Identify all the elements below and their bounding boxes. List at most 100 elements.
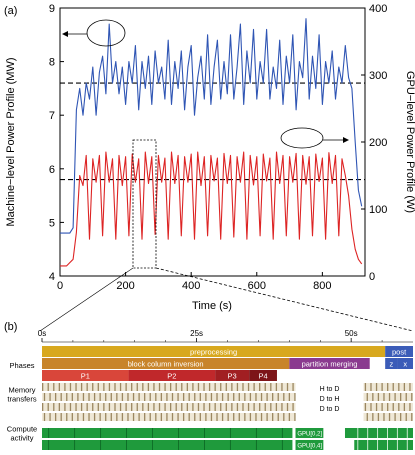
memory-transfer-mark <box>411 413 413 421</box>
memory-transfer-mark <box>121 413 124 421</box>
right-tick-label: 300 <box>369 70 387 82</box>
memory-transfer-mark <box>242 383 244 391</box>
memory-transfer-mark <box>105 393 107 401</box>
memory-transfer-mark <box>149 413 151 421</box>
memory-transfer-mark <box>264 403 266 411</box>
memory-transfer-mark <box>288 413 291 421</box>
memory-transfer-mark <box>366 413 368 421</box>
memory-transfer-mark <box>119 383 122 391</box>
memory-transfer-mark <box>387 403 389 411</box>
memory-transfer-mark <box>364 383 367 391</box>
memory-transfer-mark <box>272 393 274 401</box>
compute-lane-divider <box>100 440 102 450</box>
memory-transfer-mark <box>398 383 400 391</box>
memory-transfer-mark <box>208 403 211 411</box>
memory-transfer-mark <box>88 413 90 421</box>
memory-transfer-mark <box>158 383 161 391</box>
memory-transfer-mark <box>121 393 124 401</box>
compute-lane-divider <box>406 428 408 438</box>
memory-transfer-mark <box>60 393 62 401</box>
arrowhead-right-icon <box>343 137 349 143</box>
memory-transfer-mark <box>86 383 88 391</box>
memory-transfer-mark <box>372 393 374 401</box>
memory-lane-bg <box>42 393 296 401</box>
memory-transfer-mark <box>166 393 168 401</box>
memory-transfer-mark <box>375 403 378 411</box>
memory-transfer-mark <box>66 413 68 421</box>
left-tick-label: 8 <box>49 57 55 69</box>
memory-transfer-mark <box>205 393 207 401</box>
memory-transfer-mark <box>255 413 257 421</box>
memory-transfer-mark <box>42 383 44 391</box>
memory-transfer-mark <box>144 413 146 421</box>
timeline-tick-label: 50s <box>345 329 358 338</box>
memory-transfer-mark <box>116 393 118 401</box>
memory-transfer-mark <box>88 393 90 401</box>
memory-transfer-mark <box>247 403 250 411</box>
memory-transfer-mark <box>136 383 138 391</box>
memory-transfer-mark <box>403 403 406 411</box>
memory-transfer-mark <box>377 413 380 421</box>
memory-transfer-mark <box>244 393 246 401</box>
memory-transfer-mark <box>93 413 96 421</box>
memory-transfer-mark <box>103 403 105 411</box>
memory-transfer-mark <box>181 383 183 391</box>
compute-lane-divider <box>357 440 359 450</box>
timeline-ticks: 0s 25s 50s <box>38 329 413 343</box>
memory-transfer-mark <box>266 413 268 421</box>
memory-transfer-mark <box>214 403 216 411</box>
phase-bar <box>385 358 398 369</box>
memory-transfer-mark <box>53 383 55 391</box>
phase-bar <box>128 370 216 381</box>
phase-bar-label: block column inversion <box>128 360 204 369</box>
series-layer <box>60 18 363 267</box>
row-label-line: transfers <box>7 395 36 404</box>
panel-b: (b) 0s 25s 50s Phases Memory transfers Comp… <box>4 321 413 450</box>
compute-lane-divider <box>100 428 102 438</box>
memory-transfer-mark <box>110 393 112 401</box>
memory-transfer-mark <box>253 383 255 391</box>
phase-bar-label: preprocessing <box>190 348 237 357</box>
memory-transfer-mark <box>71 413 73 421</box>
memory-transfer-mark <box>277 393 279 401</box>
memory-transfer-mark <box>203 403 205 411</box>
memory-transfer-mark <box>153 383 155 391</box>
memory-transfer-mark <box>220 403 222 411</box>
memory-transfer-mark <box>283 393 285 401</box>
annotation-left-peak <box>62 19 126 47</box>
memory-transfer-mark <box>105 413 107 421</box>
memory-transfer-lanes: H to D D to H D to D <box>42 383 413 421</box>
memory-transfer-mark <box>53 403 55 411</box>
memory-transfer-mark <box>144 393 146 401</box>
row-label-memory: Memory transfers <box>7 386 36 404</box>
compute-lane-divider <box>74 428 76 438</box>
memory-transfer-mark <box>225 383 227 391</box>
phase-bar <box>397 358 413 369</box>
memory-transfer-mark <box>64 403 66 411</box>
memory-transfer-mark <box>236 403 239 411</box>
memory-transfer-mark <box>92 403 94 411</box>
memory-transfer-mark <box>171 413 174 421</box>
compute-lane-divider <box>126 428 127 438</box>
memory-transfer-mark <box>197 403 200 411</box>
memory-transfer-mark <box>375 383 378 391</box>
phase-bar <box>42 358 290 369</box>
memory-transfer-mark <box>292 383 294 391</box>
memory-lane-label: H to D <box>320 386 340 393</box>
memory-transfer-mark <box>205 413 207 421</box>
compute-lane-divider <box>126 440 127 450</box>
memory-transfer-mark <box>260 413 263 421</box>
memory-transfer-mark <box>49 413 51 421</box>
memory-transfer-mark <box>381 403 383 411</box>
compute-lane-divider <box>396 440 398 450</box>
memory-transfer-mark <box>225 403 227 411</box>
memory-transfer-mark <box>125 383 127 391</box>
compute-lane-divider <box>367 440 369 450</box>
zoom-region-box <box>132 139 157 269</box>
memory-transfer-mark <box>177 393 179 401</box>
left-tick-label: 7 <box>49 110 55 122</box>
memory-transfer-mark <box>142 403 144 411</box>
memory-transfer-mark <box>203 383 205 391</box>
memory-transfer-mark <box>92 383 94 391</box>
memory-transfer-mark <box>71 393 73 401</box>
